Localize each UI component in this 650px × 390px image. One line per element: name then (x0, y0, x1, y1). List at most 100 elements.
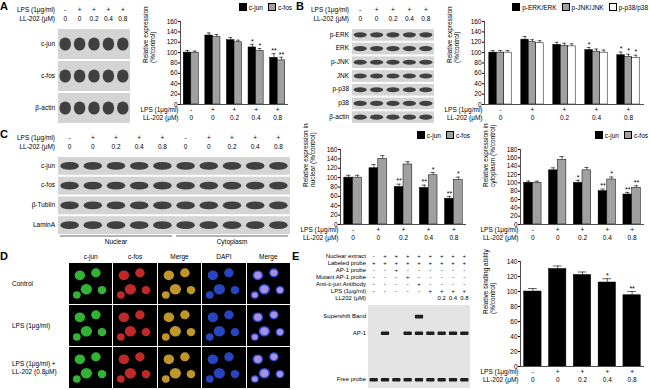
svg-text:LL-202 (μM): LL-202 (μM) (313, 15, 349, 23)
svg-text:0: 0 (211, 114, 215, 121)
svg-text:140: 140 (507, 162, 518, 169)
svg-text:0.4: 0.4 (449, 295, 458, 301)
svg-text:20: 20 (170, 90, 178, 97)
svg-text:+: + (253, 134, 257, 141)
svg-text:-: - (64, 6, 66, 13)
svg-text:*: * (577, 174, 580, 181)
svg-text:ERK: ERK (336, 44, 350, 51)
svg-text:-: - (418, 267, 420, 273)
svg-text:**: ** (279, 51, 285, 58)
svg-text:+: + (395, 267, 399, 273)
svg-text:0: 0 (78, 15, 82, 22)
svg-text:+: + (556, 226, 560, 233)
svg-text:+: + (161, 134, 165, 141)
svg-text:100: 100 (507, 179, 518, 186)
svg-text:+: + (395, 253, 399, 259)
svg-text:p-ERK: p-ERK (330, 31, 350, 39)
svg-text:-: - (384, 281, 386, 287)
svg-text:-: - (463, 267, 465, 273)
svg-text:**: ** (271, 47, 277, 54)
svg-text:-: - (441, 274, 443, 280)
svg-text:0: 0 (68, 143, 72, 150)
svg-text:0: 0 (207, 143, 211, 150)
svg-text:100: 100 (327, 174, 338, 181)
svg-text:Free probe: Free probe (337, 376, 367, 382)
svg-text:LaminA: LaminA (33, 221, 56, 228)
svg-text:-: - (384, 274, 386, 280)
svg-text:+: + (427, 226, 431, 233)
svg-text:140: 140 (507, 258, 518, 265)
svg-text:+: + (277, 134, 281, 141)
svg-text:Mutant AP-1 probe: Mutant AP-1 probe (316, 274, 367, 280)
svg-text:LPS (1μg/ml): LPS (1μg/ml) (331, 288, 366, 294)
svg-text:β-actin: β-actin (35, 104, 55, 112)
svg-text:-: - (373, 253, 375, 259)
svg-text:0.2: 0.2 (227, 143, 236, 150)
svg-text:β-actin: β-actin (329, 113, 349, 121)
svg-text:0.4: 0.4 (251, 143, 260, 150)
svg-text:-: - (441, 267, 443, 273)
svg-text:40: 40 (170, 80, 178, 87)
svg-text:0: 0 (351, 234, 355, 241)
svg-text:+: + (417, 253, 421, 259)
svg-text:LPS (1μg/ml): LPS (1μg/ml) (480, 226, 518, 234)
svg-text:LPS (1μg/ml): LPS (1μg/ml) (480, 368, 518, 376)
svg-text:**: ** (629, 285, 635, 292)
svg-text:-: - (429, 281, 431, 287)
svg-text:Cytoplasm: Cytoplasm (217, 238, 248, 246)
svg-text:40: 40 (330, 202, 338, 209)
svg-text:+: + (605, 368, 609, 375)
svg-text:0.8: 0.8 (158, 143, 167, 150)
svg-text:0.2: 0.2 (230, 114, 239, 121)
svg-text:**: ** (634, 179, 640, 186)
svg-text:0: 0 (531, 376, 535, 383)
svg-text:-: - (452, 274, 454, 280)
svg-text:Relative expression incytoplas: Relative expression incytoplasm (%/contr… (482, 123, 497, 187)
svg-text:LPS (1μg/ml): LPS (1μg/ml) (311, 6, 349, 14)
svg-text:0: 0 (375, 15, 379, 22)
svg-text:Anti-c-jun Antibody: Anti-c-jun Antibody (316, 281, 366, 287)
svg-text:LPS (1μg/ml): LPS (1μg/ml) (444, 106, 482, 114)
svg-text:c-jun: c-jun (41, 162, 55, 170)
svg-text:40: 40 (510, 333, 518, 340)
svg-text:160: 160 (471, 18, 482, 25)
svg-text:160: 160 (507, 154, 518, 161)
svg-text:60: 60 (510, 196, 518, 203)
svg-text:0.4: 0.4 (424, 234, 433, 241)
svg-text:60: 60 (170, 69, 178, 76)
svg-text:0.4: 0.4 (104, 15, 113, 22)
svg-text:+: + (395, 260, 399, 266)
svg-text:160: 160 (167, 18, 178, 25)
svg-text:-: - (395, 288, 397, 294)
svg-text:+: + (383, 253, 387, 259)
svg-text:+: + (376, 226, 380, 233)
svg-text:+: + (440, 288, 444, 294)
svg-text:+: + (406, 274, 410, 280)
svg-text:+: + (424, 6, 428, 13)
svg-text:-: - (373, 267, 375, 273)
svg-text:0.2: 0.2 (437, 295, 446, 301)
svg-text:0.8: 0.8 (421, 15, 430, 22)
svg-text:+: + (595, 106, 599, 113)
svg-text:120: 120 (507, 273, 518, 280)
svg-text:0.2: 0.2 (560, 114, 569, 121)
svg-text:0: 0 (556, 234, 560, 241)
svg-text:0.8: 0.8 (628, 376, 637, 383)
svg-text:0: 0 (531, 114, 535, 121)
svg-text:-: - (395, 274, 397, 280)
svg-text:0.4: 0.4 (405, 15, 414, 22)
svg-text:+: + (451, 288, 455, 294)
svg-text:+: + (627, 106, 631, 113)
svg-text:-: - (499, 106, 501, 113)
svg-text:+: + (463, 260, 467, 266)
svg-text:+: + (91, 134, 95, 141)
svg-text:0.8: 0.8 (460, 295, 469, 301)
svg-text:Relative expression innuclear: Relative expression innuclear (%/control… (302, 123, 317, 187)
svg-text:LPS (1μg/ml): LPS (1μg/ml) (17, 6, 55, 14)
svg-text:+: + (429, 288, 433, 294)
svg-text:*: * (606, 272, 609, 279)
svg-text:80: 80 (510, 187, 518, 194)
svg-text:AP-1 probe: AP-1 probe (336, 267, 367, 273)
svg-text:+: + (211, 106, 215, 113)
svg-text:LL-202 (μM): LL-202 (μM) (19, 15, 55, 23)
